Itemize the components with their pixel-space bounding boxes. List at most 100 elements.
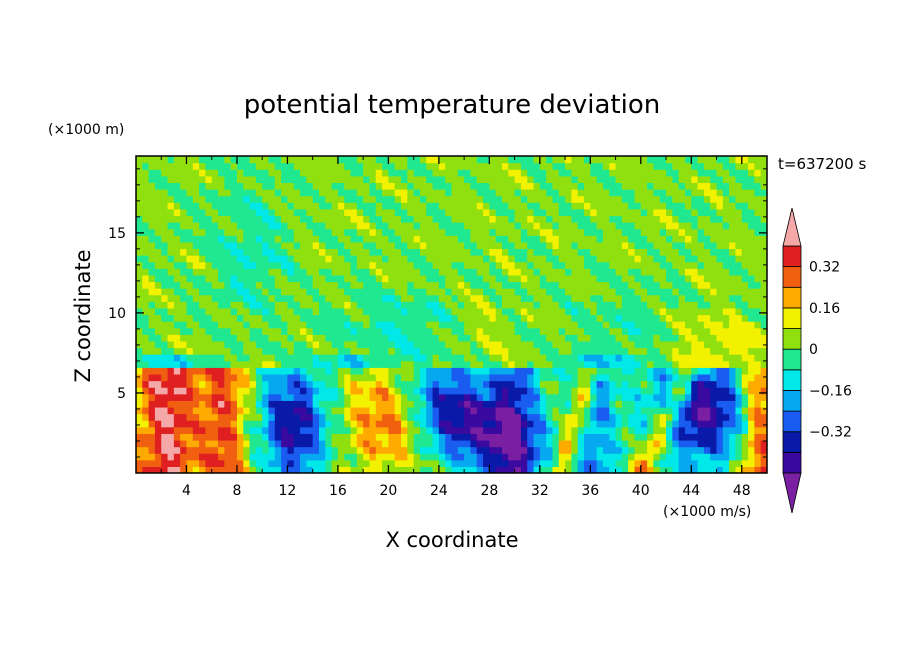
heatmap-cell [318, 281, 326, 289]
heatmap-cell [760, 439, 767, 448]
heatmap-cell [621, 446, 629, 454]
heatmap-cell [634, 255, 642, 263]
heatmap-cell [647, 367, 655, 375]
heatmap-cell [483, 393, 490, 401]
heatmap-cell [287, 439, 295, 448]
heatmap-cell [161, 406, 169, 415]
heatmap-cell [268, 433, 276, 441]
heatmap-cell [407, 208, 415, 217]
heatmap-cell [394, 222, 402, 230]
heatmap-cell [640, 321, 648, 329]
heatmap-cell [388, 433, 396, 441]
heatmap-cell [426, 255, 434, 263]
heatmap-cell [552, 406, 560, 415]
heatmap-cell [754, 175, 762, 184]
heatmap-cell [438, 307, 446, 316]
heatmap-cell [281, 169, 289, 177]
heatmap-cell [691, 387, 699, 395]
heatmap-cell [199, 327, 207, 335]
heatmap-cell [186, 373, 194, 382]
heatmap-cell [527, 235, 535, 243]
heatmap-cell [703, 294, 711, 302]
heatmap-cell [527, 334, 535, 342]
heatmap-cell [653, 222, 661, 230]
heatmap-cell [735, 195, 743, 203]
heatmap-cell [735, 261, 743, 269]
heatmap-cell [173, 301, 181, 309]
heatmap-cell [609, 255, 617, 263]
heatmap-cell [577, 294, 585, 302]
heatmap-cell [300, 334, 307, 342]
heatmap-cell [293, 202, 301, 210]
heatmap-cell [527, 195, 535, 203]
heatmap-cell [716, 373, 724, 382]
heatmap-cell [432, 195, 440, 203]
heatmap-cell [161, 433, 169, 441]
heatmap-cell [325, 202, 333, 210]
heatmap-cell [230, 235, 238, 243]
heatmap-cell [527, 453, 535, 461]
heatmap-cell [281, 222, 289, 230]
heatmap-cell [262, 268, 270, 276]
heatmap-cell [148, 301, 156, 309]
heatmap-cell [457, 261, 465, 269]
heatmap-cell [218, 327, 225, 335]
heatmap-cell [590, 241, 598, 250]
heatmap-cell [211, 446, 219, 454]
heatmap-cell [754, 321, 762, 329]
heatmap-cell [369, 235, 377, 243]
heatmap-cell [363, 393, 371, 401]
heatmap-cell [760, 222, 767, 230]
heatmap-cell [161, 261, 169, 269]
heatmap-cell [382, 301, 389, 309]
heatmap-cell [363, 202, 371, 210]
heatmap-cell [293, 261, 301, 269]
heatmap-cell [312, 235, 320, 243]
heatmap-cell [451, 453, 459, 461]
heatmap-cell [514, 222, 522, 230]
heatmap-cell [300, 175, 307, 184]
heatmap-cell [621, 241, 629, 250]
heatmap-cell [602, 446, 610, 454]
heatmap-cell [735, 241, 743, 250]
heatmap-cell [457, 281, 465, 289]
heatmap-cell [684, 314, 692, 322]
heatmap-cell [464, 314, 472, 322]
heatmap-cell [255, 175, 263, 184]
heatmap-cell [684, 413, 692, 421]
heatmap-cell [148, 162, 156, 170]
heatmap-cell [565, 453, 572, 461]
heatmap-cell [634, 360, 642, 368]
heatmap-cell [356, 347, 364, 355]
heatmap-cell [249, 426, 257, 434]
heatmap-cell [394, 274, 402, 283]
heatmap-cell [211, 406, 219, 415]
heatmap-cell [331, 400, 339, 408]
heatmap-cell [666, 413, 673, 421]
heatmap-cell [199, 189, 207, 197]
heatmap-cell [760, 426, 767, 434]
heatmap-cell [255, 268, 263, 276]
heatmap-cell [653, 334, 661, 342]
heatmap-cell [539, 373, 547, 382]
heatmap-cell [584, 268, 591, 276]
heatmap-cell [344, 294, 352, 302]
heatmap-cell [344, 268, 352, 276]
heatmap-cell [533, 156, 541, 164]
colorbar-tick-label: −0.32 [809, 425, 852, 441]
heatmap-cell [760, 189, 767, 197]
heatmap-cell [142, 228, 150, 236]
heatmap-cell [255, 400, 263, 408]
heatmap-cell [722, 314, 730, 322]
heatmap-cell [483, 248, 490, 256]
heatmap-cell [394, 413, 402, 421]
heatmap-cell [236, 241, 244, 250]
heatmap-cell [501, 453, 509, 461]
heatmap-cell [154, 175, 162, 184]
heatmap-cell [287, 380, 295, 388]
heatmap-cell [729, 340, 737, 349]
heatmap-cell [558, 406, 566, 415]
heatmap-cell [520, 459, 528, 467]
heatmap-cell [356, 446, 364, 454]
heatmap-cell [735, 420, 743, 428]
